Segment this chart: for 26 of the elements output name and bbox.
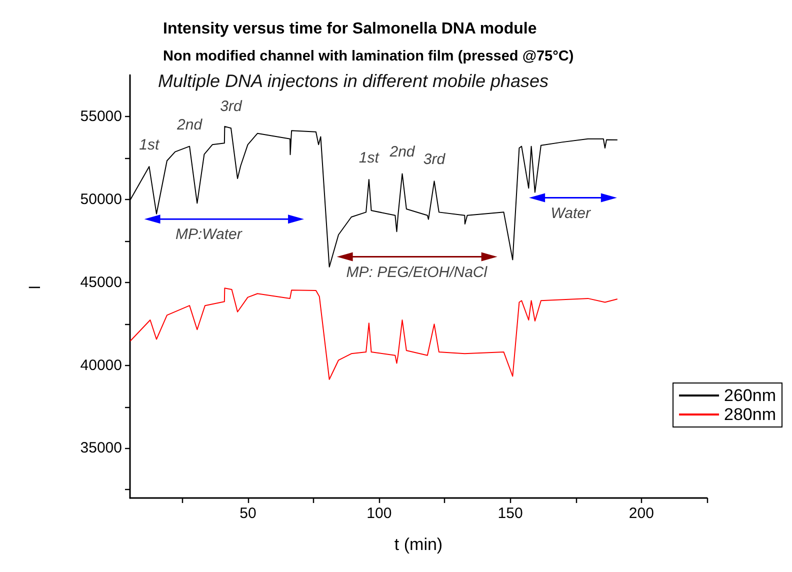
y-tick-label: 50000 bbox=[80, 190, 122, 208]
chart-title: Intensity versus time for Salmonella DNA module bbox=[163, 20, 537, 38]
annotation: Multiple DNA injectons in different mobile phases bbox=[158, 71, 549, 91]
legend-label: 260nm bbox=[724, 386, 776, 405]
y-axis-title: – bbox=[28, 276, 41, 298]
annotation: 2nd bbox=[176, 116, 203, 134]
y-tick-label: 35000 bbox=[80, 440, 122, 457]
annotation: MP:Water bbox=[175, 226, 243, 244]
annotation: 2nd bbox=[388, 144, 416, 161]
x-tick-label: 150 bbox=[498, 505, 523, 522]
annotation: MP: PEG/EtOH/NaCl bbox=[346, 264, 488, 281]
legend-label: 280nm bbox=[724, 405, 776, 424]
chart-subtitle: Non modified channel with lamination film (pressed @75°C) bbox=[163, 48, 574, 64]
x-tick-label: 200 bbox=[628, 505, 654, 522]
annotation: 1st bbox=[358, 150, 380, 167]
y-tick-label: 40000 bbox=[80, 356, 122, 374]
y-tick-label: 45000 bbox=[80, 274, 122, 291]
x-tick-label: 100 bbox=[366, 505, 392, 522]
annotation: 3rd bbox=[220, 98, 242, 116]
annotation: Water bbox=[550, 204, 592, 222]
annotation: 1st bbox=[139, 136, 160, 154]
y-tick-label: 55000 bbox=[80, 108, 122, 125]
line-series bbox=[130, 288, 618, 380]
annotation: 3rd bbox=[423, 151, 446, 168]
x-tick-label: 50 bbox=[240, 505, 256, 522]
x-axis-title: t (min) bbox=[394, 535, 443, 554]
